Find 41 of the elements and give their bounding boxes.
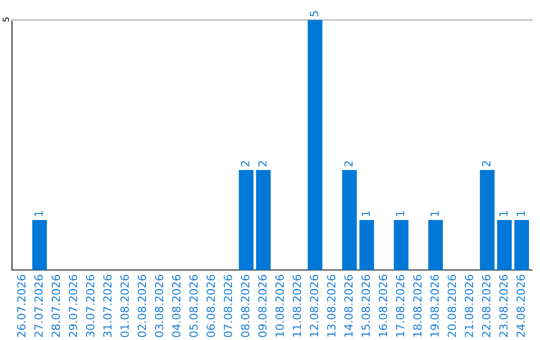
x-tick-label: 30.07.2026 [86, 274, 94, 337]
x-tick-label: 09.08.2026 [258, 274, 267, 338]
x-tick-label: 04.08.2026 [172, 274, 181, 338]
x-tick-label: 24.08.2026 [516, 274, 525, 337]
x-tick-label: 15.08.2026 [362, 274, 370, 337]
data-label: 1 [396, 211, 404, 216]
x-tick-label: 21.08.2026 [464, 274, 474, 337]
x-tick-label: 29.07.2026 [68, 274, 78, 337]
x-tick-label: 17.08.2026 [396, 274, 404, 337]
x-tick-label: 26.07.2026 [17, 274, 26, 337]
data-label: 1 [499, 211, 508, 216]
data-label: 1 [34, 211, 43, 216]
x-tick-label: 31.07.2026 [103, 274, 112, 337]
x-tick-label: 27.07.2026 [34, 274, 43, 337]
data-label: 2 [258, 161, 266, 166]
data-label: 5 [310, 11, 318, 16]
x-tick-label: 02.08.2026 [138, 274, 146, 338]
x-tick-label: 01.08.2026 [120, 274, 129, 338]
data-label: 2 [344, 161, 353, 166]
data-label: 2 [482, 161, 490, 166]
x-tick-label: 18.08.2026 [413, 274, 422, 337]
data-label: 1 [362, 211, 370, 216]
x-tick-label: 19.08.2026 [430, 274, 439, 337]
x-tick-label: 13.08.2026 [327, 274, 336, 337]
x-tick-label: 12.08.2026 [310, 274, 318, 337]
x-tick-label: 03.08.2026 [154, 274, 164, 338]
x-tick-label: 07.08.2026 [224, 274, 232, 338]
x-tick-label: 22.08.2026 [482, 274, 490, 337]
data-label: 1 [430, 211, 439, 216]
x-tick-label: 14.08.2026 [344, 274, 353, 337]
x-tick-label: 08.08.2026 [240, 274, 250, 338]
x-tick-label: 20.08.2026 [448, 274, 456, 337]
x-tick-label: 06.08.2026 [206, 274, 215, 338]
x-tick-label: 05.08.2026 [189, 274, 198, 338]
data-label: 2 [240, 161, 250, 166]
x-tick-label: 16.08.2026 [378, 274, 388, 337]
data-label: 1 [516, 211, 525, 216]
x-tick-label: 23.08.2026 [499, 274, 508, 337]
x-tick-label: 11.08.2026 [292, 274, 302, 337]
x-tick-label: 28.07.2026 [52, 274, 60, 337]
x-tick-label: 10.08.2026 [275, 274, 284, 337]
